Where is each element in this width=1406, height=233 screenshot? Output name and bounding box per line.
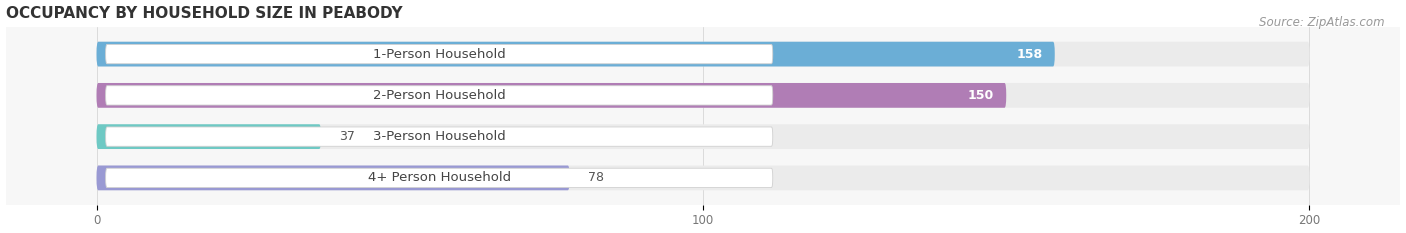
FancyBboxPatch shape xyxy=(105,168,773,188)
FancyBboxPatch shape xyxy=(105,127,773,146)
Text: 158: 158 xyxy=(1017,48,1043,61)
Text: 1-Person Household: 1-Person Household xyxy=(373,48,506,61)
FancyBboxPatch shape xyxy=(97,83,1309,108)
FancyBboxPatch shape xyxy=(97,42,1054,66)
FancyBboxPatch shape xyxy=(97,124,321,149)
FancyBboxPatch shape xyxy=(97,165,569,190)
Text: 37: 37 xyxy=(339,130,354,143)
FancyBboxPatch shape xyxy=(97,124,1309,149)
Text: 78: 78 xyxy=(588,171,603,184)
FancyBboxPatch shape xyxy=(105,86,773,105)
Text: 150: 150 xyxy=(967,89,994,102)
Text: 3-Person Household: 3-Person Household xyxy=(373,130,506,143)
FancyBboxPatch shape xyxy=(97,42,1309,66)
FancyBboxPatch shape xyxy=(97,83,1007,108)
Text: 2-Person Household: 2-Person Household xyxy=(373,89,506,102)
Text: OCCUPANCY BY HOUSEHOLD SIZE IN PEABODY: OCCUPANCY BY HOUSEHOLD SIZE IN PEABODY xyxy=(6,6,402,21)
FancyBboxPatch shape xyxy=(105,45,773,64)
Text: Source: ZipAtlas.com: Source: ZipAtlas.com xyxy=(1260,16,1385,29)
Text: 4+ Person Household: 4+ Person Household xyxy=(367,171,510,184)
FancyBboxPatch shape xyxy=(97,165,1309,190)
